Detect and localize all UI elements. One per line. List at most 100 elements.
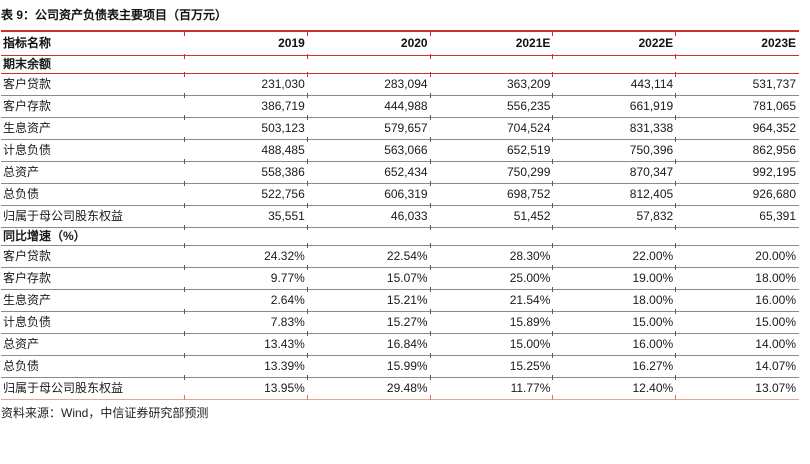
section-header: 同比增速（%） [1,227,799,246]
cell-value: 65,391 [675,202,799,229]
table-body: 期末余额 客户贷款 231,030 283,094 363,209 443,114 531,… [1,55,799,400]
cell-value: 812,405 [552,180,677,206]
cell-value: 18.00% [675,264,799,290]
table-row: 生息资产 2.64% 15.21% 21.54% 18.00% 16.00% [1,286,799,312]
row-label: 客户贷款 [1,73,185,96]
row-label: 计息负债 [1,139,185,162]
cell-value: 15.25% [429,352,554,378]
cell-value: 661,919 [552,92,677,118]
cell-value: 231,030 [184,71,308,96]
cell-value: 2.64% [184,286,308,312]
column-header-2019: 2019 [184,29,308,58]
row-label: 计息负债 [1,311,185,334]
section-header: 期末余额 [1,55,799,74]
report-page: 表 9：公司资产负债表主要项目（百万元） 指标名称 2019 2020 2021… [0,8,810,464]
table-header-row: 指标名称 2019 2020 2021E 2022E 2023E [1,29,799,58]
cell-value: 15.99% [306,352,431,378]
cell-value: 12.40% [552,374,677,400]
cell-value: 606,319 [306,180,431,206]
cell-value: 9.77% [184,264,308,290]
cell-value: 13.43% [184,330,308,356]
cell-value: 13.95% [184,374,308,400]
table-row: 生息资产 503,123 579,657 704,524 831,338 964,352 [1,114,799,140]
cell-value: 862,956 [675,136,799,162]
balance-sheet-table: 指标名称 2019 2020 2021E 2022E 2023E 期末余额 客户贷… [1,29,799,400]
cell-value: 11.77% [429,374,554,400]
cell-value: 579,657 [306,114,431,140]
cell-value: 28.30% [429,242,554,268]
cell-value: 14.07% [675,352,799,378]
table-row: 客户存款 386,719 444,988 556,235 661,919 781,065 [1,92,799,118]
table-title: 表 9：公司资产负债表主要项目（百万元） [1,8,228,22]
row-label: 总资产 [1,333,185,356]
table-row: 总资产 13.43% 16.84% 15.00% 16.00% 14.00% [1,330,799,356]
table-row: 计息负债 7.83% 15.27% 15.89% 15.00% 15.00% [1,308,799,334]
cell-value: 13.07% [675,374,799,400]
table-row: 总资产 558,386 652,434 750,299 870,347 992,195 [1,158,799,184]
section-header-row: 同比增速（%） [1,227,799,246]
row-label: 归属于母公司股东权益 [1,205,185,228]
cell-value: 750,396 [552,136,677,162]
row-label: 客户存款 [1,267,185,290]
cell-value: 386,719 [184,92,308,118]
column-header-indicator: 指标名称 [1,31,185,56]
cell-value: 652,519 [429,136,554,162]
cell-value: 781,065 [675,92,799,118]
cell-value: 21.54% [429,286,554,312]
cell-value: 992,195 [675,158,799,184]
cell-value: 20.00% [675,242,799,268]
cell-value: 531,737 [675,71,799,96]
row-label: 客户贷款 [1,245,185,268]
row-label: 归属于母公司股东权益 [1,377,185,400]
cell-value: 14.00% [675,330,799,356]
cell-value: 35,551 [184,202,308,229]
row-label: 客户存款 [1,95,185,118]
cell-value: 698,752 [429,180,554,206]
cell-value: 444,988 [306,92,431,118]
cell-value: 556,235 [429,92,554,118]
table-row: 客户贷款 231,030 283,094 363,209 443,114 531,737 [1,71,799,96]
cell-value: 831,338 [552,114,677,140]
column-header-2021e: 2021E [429,29,554,58]
table-row: 计息负债 488,485 563,066 652,519 750,396 862,956 [1,136,799,162]
row-label: 总负债 [1,183,185,206]
cell-value: 29.48% [306,374,431,400]
cell-value: 15.00% [429,330,554,356]
table-row: 总负债 13.39% 15.99% 15.25% 16.27% 14.07% [1,352,799,378]
cell-value: 51,452 [429,202,554,229]
cell-value: 283,094 [306,71,431,96]
cell-value: 15.00% [675,308,799,334]
cell-value: 24.32% [184,242,308,268]
table-row: 总负债 522,756 606,319 698,752 812,405 926,680 [1,180,799,206]
table-row: 归属于母公司股东权益 35,551 46,033 51,452 57,832 65,391 [1,202,799,229]
cell-value: 16.84% [306,330,431,356]
cell-value: 558,386 [184,158,308,184]
cell-value: 443,114 [552,71,677,96]
cell-value: 870,347 [552,158,677,184]
cell-value: 926,680 [675,180,799,206]
cell-value: 25.00% [429,264,554,290]
cell-value: 363,209 [429,71,554,96]
cell-value: 15.07% [306,264,431,290]
cell-value: 15.00% [552,308,677,334]
cell-value: 522,756 [184,180,308,206]
row-label: 总负债 [1,355,185,378]
cell-value: 15.27% [306,308,431,334]
cell-value: 15.21% [306,286,431,312]
column-header-2023e: 2023E [675,29,799,58]
cell-value: 7.83% [184,308,308,334]
row-label: 总资产 [1,161,185,184]
cell-value: 964,352 [675,114,799,140]
column-header-2022e: 2022E [552,29,677,58]
cell-value: 652,434 [306,158,431,184]
source-note: 资料来源：Wind，中信证券研究部预测 [1,405,209,420]
table-row: 客户贷款 24.32% 22.54% 28.30% 22.00% 20.00% [1,242,799,268]
cell-value: 57,832 [552,202,677,229]
cell-value: 563,066 [306,136,431,162]
cell-value: 22.54% [306,242,431,268]
cell-value: 16.00% [552,330,677,356]
cell-value: 46,033 [306,202,431,229]
cell-value: 13.39% [184,352,308,378]
row-label: 生息资产 [1,289,185,312]
cell-value: 16.00% [675,286,799,312]
